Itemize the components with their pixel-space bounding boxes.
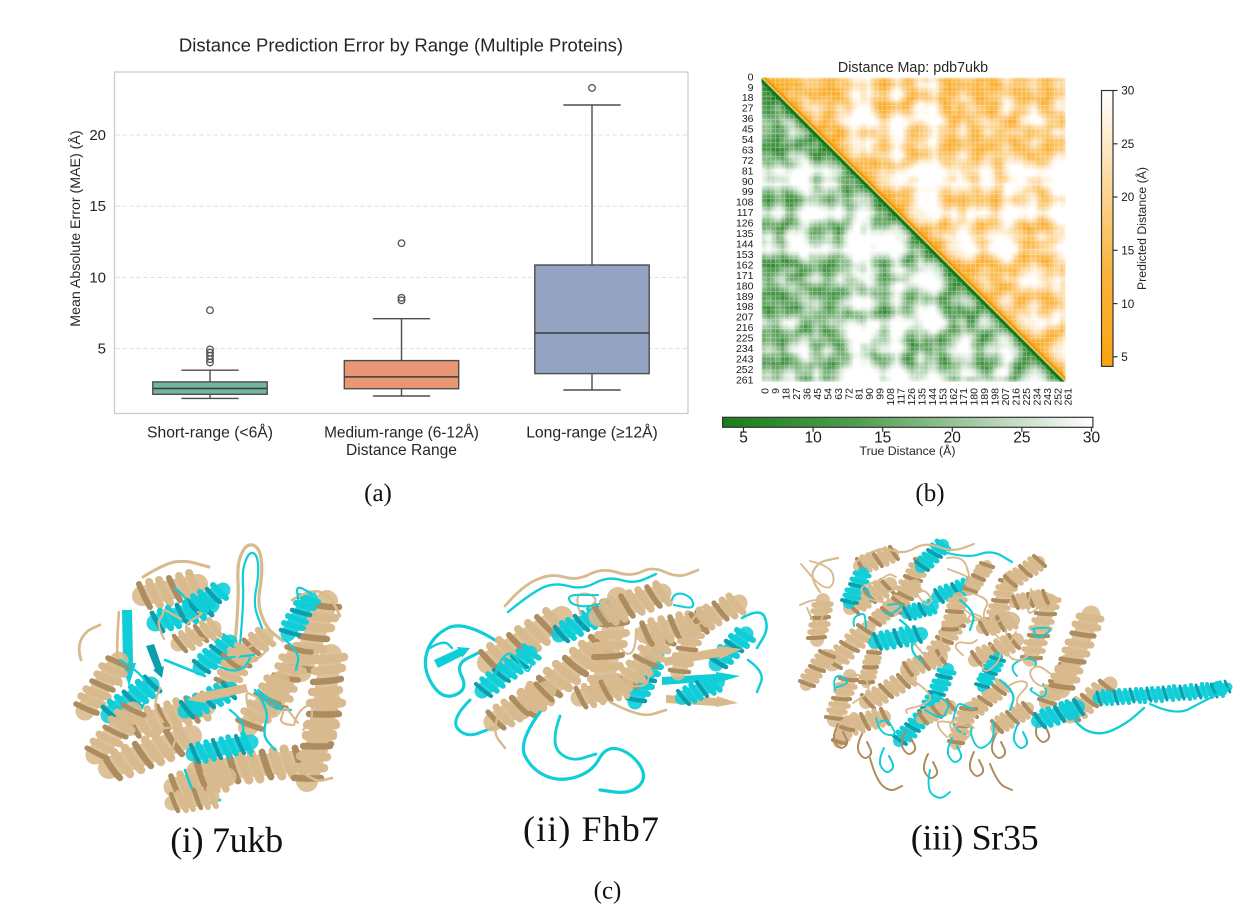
svg-text:225: 225: [736, 333, 754, 345]
svg-text:36: 36: [802, 388, 814, 400]
svg-text:18: 18: [781, 388, 793, 400]
svg-text:9: 9: [748, 82, 754, 94]
svg-text:216: 216: [1011, 388, 1023, 406]
svg-text:9: 9: [770, 388, 782, 394]
svg-text:252: 252: [736, 364, 754, 376]
svg-text:144: 144: [927, 388, 939, 406]
svg-text:153: 153: [736, 249, 754, 261]
svg-text:189: 189: [736, 291, 754, 303]
svg-text:5: 5: [1121, 351, 1128, 364]
svg-text:(b): (b): [915, 480, 944, 507]
svg-text:27: 27: [742, 103, 754, 115]
svg-text:198: 198: [736, 301, 754, 313]
svg-text:Distance Prediction Error by R: Distance Prediction Error by Range (Mult…: [179, 35, 623, 56]
svg-text:Predicted Distance (Å): Predicted Distance (Å): [1134, 167, 1149, 290]
svg-text:261: 261: [1063, 388, 1075, 406]
svg-text:(iii) Sr35: (iii) Sr35: [911, 818, 1039, 858]
svg-text:99: 99: [875, 388, 887, 400]
svg-text:207: 207: [1000, 388, 1012, 406]
svg-text:Medium-range (6-12Å): Medium-range (6-12Å): [324, 425, 479, 442]
svg-text:117: 117: [737, 207, 754, 219]
svg-text:Mean Absolute Error (MAE) (Å): Mean Absolute Error (MAE) (Å): [67, 130, 84, 326]
svg-text:117: 117: [896, 388, 908, 405]
svg-text:27: 27: [791, 388, 803, 400]
svg-text:(a): (a): [364, 480, 392, 507]
svg-text:135: 135: [916, 388, 928, 406]
svg-text:45: 45: [742, 124, 754, 136]
svg-text:216: 216: [736, 322, 754, 334]
svg-text:54: 54: [742, 134, 754, 146]
svg-text:126: 126: [906, 388, 918, 406]
svg-text:36: 36: [742, 113, 754, 125]
svg-text:72: 72: [742, 155, 754, 167]
svg-text:189: 189: [979, 388, 991, 406]
svg-text:108: 108: [885, 388, 897, 406]
svg-text:99: 99: [742, 186, 754, 198]
svg-text:252: 252: [1052, 388, 1064, 406]
svg-text:45: 45: [812, 388, 824, 400]
svg-text:30: 30: [1083, 430, 1101, 447]
svg-text:126: 126: [736, 218, 754, 230]
svg-text:135: 135: [736, 228, 754, 240]
svg-text:10: 10: [804, 430, 822, 447]
svg-text:234: 234: [1031, 388, 1043, 406]
svg-text:True Distance (Å): True Distance (Å): [860, 443, 956, 458]
svg-text:180: 180: [969, 388, 981, 406]
svg-text:Short-range (<6Å): Short-range (<6Å): [147, 423, 273, 442]
svg-text:180: 180: [736, 280, 754, 292]
svg-text:63: 63: [742, 144, 754, 156]
svg-text:90: 90: [864, 388, 876, 400]
svg-text:243: 243: [1042, 388, 1054, 406]
svg-text:(ii) Fhb7: (ii) Fhb7: [523, 809, 660, 849]
svg-text:Distance Range: Distance Range: [346, 442, 457, 459]
svg-text:198: 198: [990, 388, 1002, 406]
svg-text:20: 20: [1121, 191, 1135, 204]
svg-text:162: 162: [736, 259, 754, 271]
svg-text:18: 18: [742, 92, 754, 104]
svg-text:15: 15: [874, 430, 891, 447]
svg-text:207: 207: [736, 312, 754, 324]
svg-text:108: 108: [736, 197, 754, 209]
svg-text:(c): (c): [594, 878, 622, 905]
svg-text:25: 25: [1013, 430, 1030, 447]
svg-text:243: 243: [736, 353, 754, 365]
svg-text:10: 10: [1121, 298, 1135, 311]
svg-text:20: 20: [944, 430, 962, 447]
svg-text:153: 153: [937, 388, 949, 406]
svg-text:5: 5: [98, 341, 106, 358]
svg-text:81: 81: [854, 388, 866, 400]
svg-text:20: 20: [89, 127, 106, 144]
svg-text:63: 63: [833, 388, 845, 400]
svg-text:234: 234: [736, 343, 754, 355]
svg-text:10: 10: [89, 269, 106, 286]
svg-text:15: 15: [89, 198, 106, 215]
svg-text:54: 54: [822, 388, 834, 400]
svg-text:5: 5: [739, 430, 748, 447]
svg-text:0: 0: [748, 71, 754, 83]
svg-text:0: 0: [760, 388, 772, 394]
svg-text:144: 144: [736, 239, 754, 251]
svg-text:(i) 7ukb: (i) 7ukb: [170, 820, 283, 860]
svg-text:225: 225: [1021, 388, 1033, 406]
svg-text:171: 171: [736, 270, 754, 282]
svg-text:30: 30: [1121, 85, 1135, 98]
svg-text:261: 261: [736, 374, 754, 386]
svg-text:25: 25: [1121, 138, 1135, 151]
svg-text:Long-range (≥12Å): Long-range (≥12Å): [526, 423, 658, 442]
svg-text:171: 171: [958, 388, 970, 406]
svg-text:90: 90: [742, 176, 754, 188]
svg-text:Distance Map: pdb7ukb: Distance Map: pdb7ukb: [838, 60, 988, 76]
svg-text:162: 162: [948, 388, 960, 406]
svg-text:72: 72: [843, 388, 855, 400]
svg-text:81: 81: [742, 165, 754, 177]
svg-text:15: 15: [1121, 245, 1135, 258]
